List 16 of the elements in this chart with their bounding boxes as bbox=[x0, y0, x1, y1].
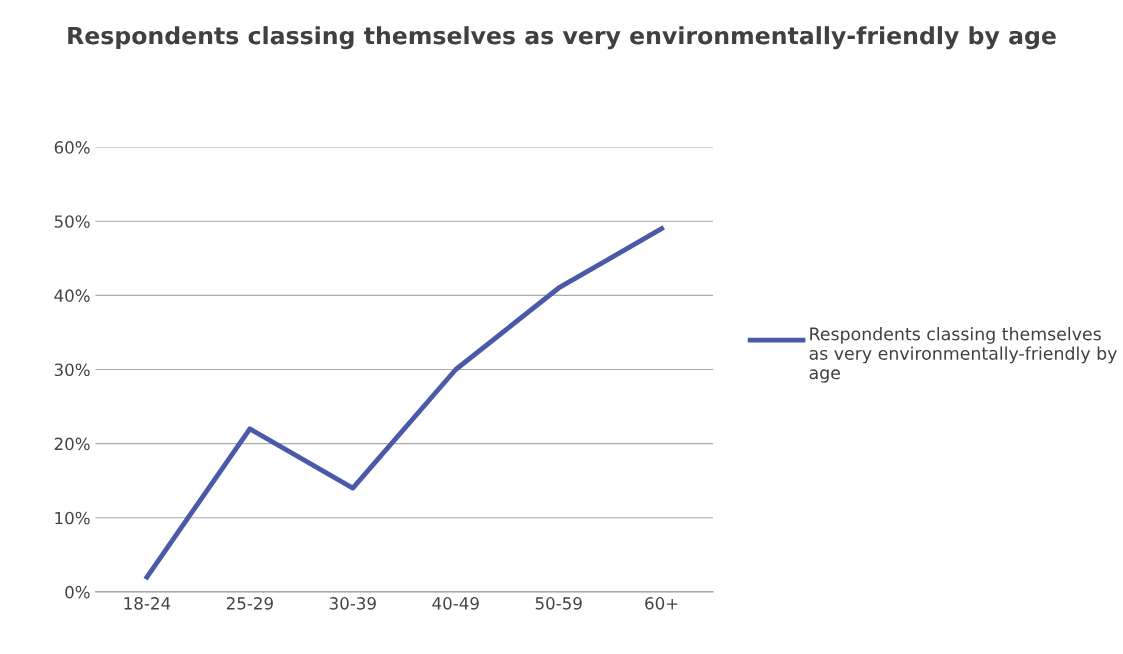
y-tick-label: 0% bbox=[65, 585, 90, 599]
x-tick-label: 40-49 bbox=[432, 597, 479, 610]
x-tick-label: 18-24 bbox=[124, 597, 171, 610]
x-tick-label: 50-59 bbox=[535, 597, 582, 610]
x-tick-label: 25-29 bbox=[226, 597, 273, 610]
y-tick-label: 20% bbox=[54, 437, 90, 451]
line-series bbox=[144, 226, 665, 580]
y-tick-label: 40% bbox=[54, 289, 90, 302]
legend-label: Respondents classing themselves as very environmentally-friendly by age bbox=[809, 327, 1117, 383]
y-tick-label: 30% bbox=[54, 363, 90, 377]
y-tick-label: 60% bbox=[54, 141, 90, 154]
chart-title: Respondents classing themselves as very environmentally-friendly by age bbox=[68, 26, 1056, 50]
y-tick-label: 10% bbox=[55, 511, 90, 525]
y-tick-label: 50% bbox=[54, 215, 90, 228]
x-tick-label: 60+ bbox=[645, 597, 678, 610]
x-tick-label: 30-39 bbox=[329, 597, 376, 610]
